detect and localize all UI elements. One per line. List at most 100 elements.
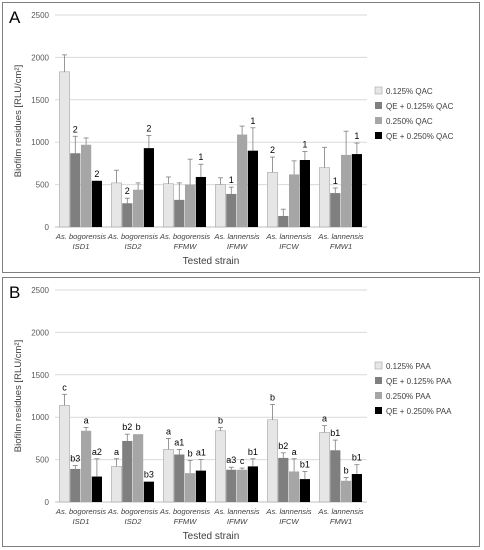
x-tick-label: As. bogorensis bbox=[159, 507, 210, 516]
x-tick-label: As. lannensis bbox=[265, 232, 311, 241]
bar bbox=[351, 154, 362, 227]
panel-label: B bbox=[9, 283, 20, 302]
data-label: b1 bbox=[300, 459, 310, 469]
bar bbox=[330, 450, 341, 502]
bar bbox=[341, 154, 352, 227]
x-tick-label: ISD2 bbox=[125, 517, 143, 526]
bar bbox=[111, 182, 122, 228]
data-label: a bbox=[166, 426, 171, 436]
data-label: b2 bbox=[278, 441, 288, 451]
data-label: a1 bbox=[196, 448, 206, 458]
data-label: b bbox=[270, 392, 275, 402]
bar bbox=[247, 150, 258, 227]
bar bbox=[237, 469, 248, 502]
legend-entry: 0.250% QAC bbox=[386, 117, 433, 126]
data-label: 1 bbox=[229, 175, 234, 185]
x-tick-label: As. lannensis bbox=[213, 507, 259, 516]
legend-swatch bbox=[375, 102, 382, 109]
data-label: b bbox=[136, 422, 141, 432]
data-label: a bbox=[114, 447, 119, 457]
bar bbox=[299, 479, 310, 502]
x-tick-label: As. lannensis bbox=[213, 232, 259, 241]
bar bbox=[81, 144, 92, 227]
data-label: b bbox=[218, 415, 223, 425]
x-tick-label: ISD1 bbox=[73, 517, 90, 526]
bar bbox=[59, 405, 70, 503]
legend-entry: QE + 0.125% QAC bbox=[386, 102, 454, 111]
bar bbox=[185, 184, 196, 227]
x-tick-label: IFCW bbox=[279, 242, 299, 251]
bar bbox=[267, 419, 278, 503]
x-tick-label: As. bogorensis bbox=[55, 232, 106, 241]
x-tick-label: FFMW bbox=[174, 242, 198, 251]
bar bbox=[319, 432, 330, 503]
bar bbox=[278, 457, 289, 502]
x-tick-label: IFCW bbox=[279, 517, 299, 526]
data-label: 2 bbox=[125, 186, 130, 196]
x-tick-label: FMW1 bbox=[330, 517, 352, 526]
legend-entry: QE + 0.125% PAA bbox=[386, 377, 452, 386]
bar bbox=[299, 160, 310, 227]
data-label: b3 bbox=[70, 454, 80, 464]
bar bbox=[351, 474, 362, 502]
bar bbox=[215, 430, 226, 503]
data-label: b3 bbox=[144, 470, 154, 480]
legend-swatch bbox=[375, 117, 382, 124]
bar bbox=[319, 167, 330, 228]
bar bbox=[278, 215, 289, 227]
data-label: b1 bbox=[352, 453, 362, 463]
legend-entry: 0.250% PAA bbox=[386, 392, 431, 401]
bar bbox=[163, 449, 174, 503]
data-label: a3 bbox=[226, 455, 236, 465]
legend-swatch bbox=[375, 392, 382, 399]
bar bbox=[237, 134, 248, 227]
bar bbox=[289, 174, 300, 227]
bar bbox=[341, 480, 352, 502]
data-label: b bbox=[188, 448, 193, 458]
bar bbox=[330, 193, 341, 227]
data-label: 2 bbox=[94, 169, 99, 179]
chart-panel-b: B 0 500 1000 1500 2000 2500 Biofilm residues [R… bbox=[2, 277, 480, 547]
y-tick-label: 1500 bbox=[31, 371, 49, 380]
y-tick-label: 0 bbox=[45, 498, 50, 507]
bar bbox=[195, 470, 206, 502]
y-tick-label: 0 bbox=[45, 223, 50, 232]
bar bbox=[122, 203, 133, 227]
chart-svg-a: A 0 500 1000 1500 2000 2500 Biofilm residues [R… bbox=[9, 8, 454, 267]
bar bbox=[91, 180, 102, 227]
data-label: 2 bbox=[270, 145, 275, 155]
bar bbox=[267, 172, 278, 228]
y-tick-label: 1500 bbox=[31, 96, 49, 105]
legend-entry: 0.125% QAC bbox=[386, 87, 433, 96]
bar bbox=[226, 193, 237, 227]
x-axis-label: Tested strain bbox=[183, 256, 240, 267]
legend-swatch bbox=[375, 132, 382, 139]
y-tick-label: 500 bbox=[36, 456, 50, 465]
bar bbox=[111, 466, 122, 503]
bar bbox=[195, 176, 206, 227]
legend-swatch bbox=[375, 407, 382, 414]
bar bbox=[215, 184, 226, 228]
legend-swatch bbox=[374, 86, 383, 95]
bar bbox=[91, 476, 102, 502]
data-label: 2 bbox=[146, 123, 151, 133]
y-tick-label: 2000 bbox=[31, 53, 49, 62]
x-tick-label: ISD2 bbox=[125, 242, 143, 251]
bar bbox=[70, 153, 81, 227]
bar bbox=[174, 199, 185, 227]
bar bbox=[247, 466, 258, 502]
data-label: b1 bbox=[330, 428, 340, 438]
x-tick-label: ISD1 bbox=[73, 242, 90, 251]
data-label: 1 bbox=[302, 140, 307, 150]
x-tick-label: As. bogorensis bbox=[55, 507, 106, 516]
data-label: a1 bbox=[174, 437, 184, 447]
data-label: 1 bbox=[333, 176, 338, 186]
y-axis-label: Biofilm residues [RLU/cm²] bbox=[13, 65, 24, 177]
y-axis-label: Biofilm residues [RLU/cm²] bbox=[13, 340, 24, 452]
x-tick-label: As. bogorensis bbox=[107, 507, 158, 516]
x-tick-label: As. lannensis bbox=[265, 507, 311, 516]
y-tick-label: 1000 bbox=[31, 413, 49, 422]
y-tick-label: 1000 bbox=[31, 138, 49, 147]
x-tick-label: FMW1 bbox=[330, 242, 352, 251]
data-label: b1 bbox=[248, 447, 258, 457]
